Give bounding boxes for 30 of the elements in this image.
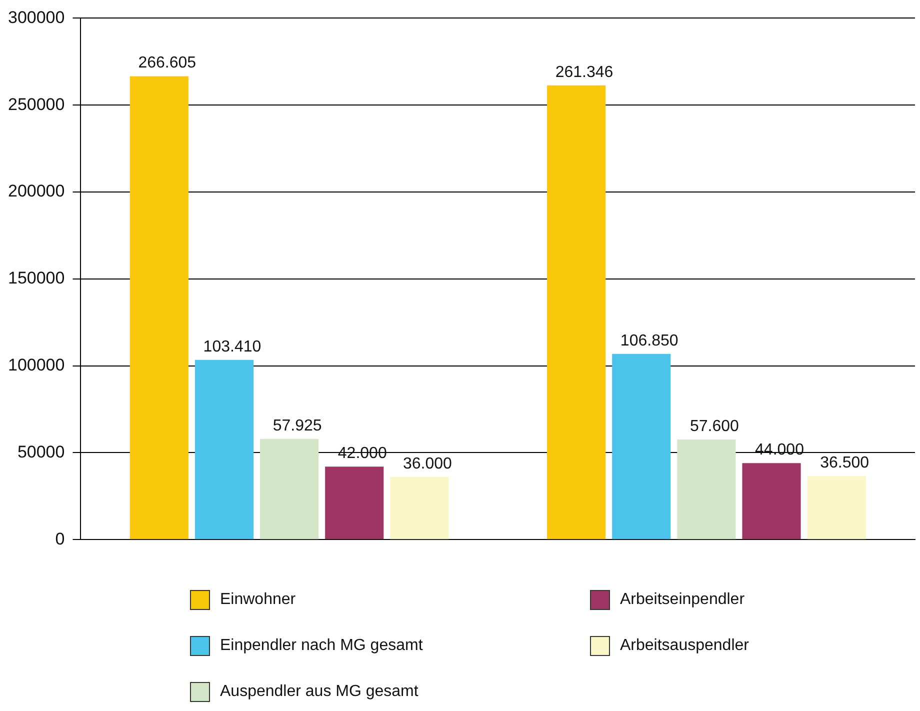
bar (612, 354, 671, 540)
data-label: 57.600 (690, 418, 739, 435)
bar (130, 76, 188, 540)
y-tick-label: 150000 (8, 268, 65, 288)
bar (742, 463, 801, 540)
data-label: 36.000 (402, 455, 452, 472)
data-label: 266.605 (138, 54, 196, 72)
data-label: 106.850 (620, 332, 678, 350)
bar (677, 439, 736, 540)
y-tick-label: 300000 (8, 8, 65, 27)
data-label: 36.500 (820, 454, 870, 472)
bar (807, 476, 866, 540)
legend-label: Einpendler nach MG gesamt (220, 637, 423, 655)
bar (325, 466, 384, 540)
y-tick-label: 250000 (8, 94, 65, 114)
y-tick-label: 200000 (8, 182, 65, 201)
y-tick-label: 100000 (8, 355, 65, 374)
bar (390, 477, 449, 540)
legend-label: Arbeitsauspendler (620, 637, 749, 655)
legend-label: Auspendler aus MG gesamt (220, 683, 418, 701)
y-tick-label: 0 (55, 529, 65, 548)
legend-label: Einwohner (220, 591, 296, 609)
legend-label: Arbeitseinpendler (620, 591, 745, 609)
data-label: 261.346 (555, 64, 614, 81)
data-label: 57.925 (272, 417, 322, 434)
bar (547, 85, 606, 540)
bar (260, 438, 319, 540)
y-tick-label: 50000 (17, 442, 65, 462)
bar (194, 360, 254, 540)
data-label: 103.410 (203, 338, 262, 356)
